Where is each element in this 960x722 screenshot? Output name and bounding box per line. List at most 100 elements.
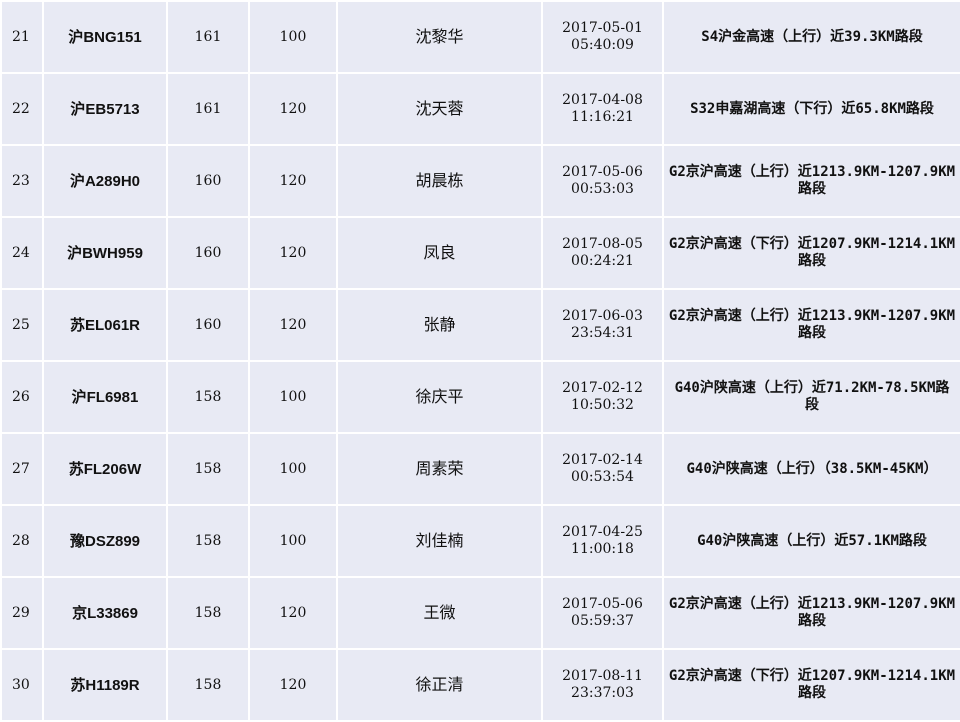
date: 2017-04-08 — [562, 92, 643, 108]
table-row: 24 沪BWH959 160 120 凤良 2017-08-05 00:24:21… — [0, 216, 960, 290]
measured-speed: 158 — [166, 504, 250, 578]
time: 00:24:21 — [571, 253, 634, 269]
plate-number: 苏EL061R — [42, 288, 168, 362]
plate-number: 沪FL6981 — [42, 360, 168, 434]
date: 2017-04-25 — [562, 524, 643, 540]
measured-speed: 161 — [166, 72, 250, 146]
row-number: 28 — [0, 504, 44, 578]
location: G40沪陕高速（上行）近57.1KM路段 — [662, 504, 960, 578]
measured-speed: 158 — [166, 576, 250, 650]
measured-speed: 158 — [166, 648, 250, 722]
driver-name: 沈天蓉 — [336, 72, 543, 146]
time: 05:59:37 — [571, 613, 634, 629]
time: 00:53:54 — [571, 469, 634, 485]
speed-limit: 100 — [248, 0, 338, 74]
date: 2017-05-01 — [562, 20, 643, 36]
location: G2京沪高速（上行）近1213.9KM-1207.9KM路段 — [662, 576, 960, 650]
location: G2京沪高速（上行）近1213.9KM-1207.9KM路段 — [662, 144, 960, 218]
timestamp: 2017-02-14 00:53:54 — [541, 432, 664, 506]
measured-speed: 160 — [166, 216, 250, 290]
location: G2京沪高速（下行）近1207.9KM-1214.1KM路段 — [662, 216, 960, 290]
time: 00:53:03 — [571, 181, 634, 197]
plate-number: 沪A289H0 — [42, 144, 168, 218]
speed-limit: 120 — [248, 216, 338, 290]
row-number: 24 — [0, 216, 44, 290]
location: S4沪金高速（上行）近39.3KM路段 — [662, 0, 960, 74]
speed-limit: 120 — [248, 288, 338, 362]
driver-name: 徐正清 — [336, 648, 543, 722]
plate-number: 沪EB5713 — [42, 72, 168, 146]
measured-speed: 158 — [166, 432, 250, 506]
row-number: 22 — [0, 72, 44, 146]
location: G40沪陕高速（上行）近71.2KM-78.5KM路段 — [662, 360, 960, 434]
date: 2017-08-05 — [562, 236, 643, 252]
location: G2京沪高速（下行）近1207.9KM-1214.1KM路段 — [662, 648, 960, 722]
speed-limit: 120 — [248, 144, 338, 218]
row-number: 21 — [0, 0, 44, 74]
driver-name: 沈黎华 — [336, 0, 543, 74]
table-row: 26 沪FL6981 158 100 徐庆平 2017-02-12 10:50:3… — [0, 360, 960, 434]
row-number: 30 — [0, 648, 44, 722]
driver-name: 徐庆平 — [336, 360, 543, 434]
timestamp: 2017-06-03 23:54:31 — [541, 288, 664, 362]
time: 05:40:09 — [571, 37, 634, 53]
time: 23:54:31 — [571, 325, 634, 341]
table-row: 21 沪BNG151 161 100 沈黎华 2017-05-01 05:40:0… — [0, 0, 960, 74]
time: 10:50:32 — [571, 397, 634, 413]
table-row: 27 苏FL206W 158 100 周素荣 2017-02-14 00:53:5… — [0, 432, 960, 506]
measured-speed: 158 — [166, 360, 250, 434]
driver-name: 王微 — [336, 576, 543, 650]
timestamp: 2017-04-25 11:00:18 — [541, 504, 664, 578]
driver-name: 刘佳楠 — [336, 504, 543, 578]
time: 23:37:03 — [571, 685, 634, 701]
timestamp: 2017-05-01 05:40:09 — [541, 0, 664, 74]
date: 2017-05-06 — [562, 164, 643, 180]
row-number: 25 — [0, 288, 44, 362]
plate-number: 京L33869 — [42, 576, 168, 650]
date: 2017-02-14 — [562, 452, 643, 468]
measured-speed: 161 — [166, 0, 250, 74]
table-row: 25 苏EL061R 160 120 张静 2017-06-03 23:54:31… — [0, 288, 960, 362]
row-number: 26 — [0, 360, 44, 434]
plate-number: 沪BNG151 — [42, 0, 168, 74]
table-row: 30 苏H1189R 158 120 徐正清 2017-08-11 23:37:0… — [0, 648, 960, 722]
plate-number: 豫DSZ899 — [42, 504, 168, 578]
table-row: 23 沪A289H0 160 120 胡晨栋 2017-05-06 00:53:0… — [0, 144, 960, 218]
driver-name: 胡晨栋 — [336, 144, 543, 218]
speed-limit: 100 — [248, 360, 338, 434]
table-row: 28 豫DSZ899 158 100 刘佳楠 2017-04-25 11:00:1… — [0, 504, 960, 578]
date: 2017-05-06 — [562, 596, 643, 612]
timestamp: 2017-04-08 11:16:21 — [541, 72, 664, 146]
speed-limit: 100 — [248, 504, 338, 578]
date: 2017-08-11 — [562, 668, 643, 684]
row-number: 23 — [0, 144, 44, 218]
date: 2017-06-03 — [562, 308, 643, 324]
plate-number: 苏H1189R — [42, 648, 168, 722]
time: 11:00:18 — [571, 541, 634, 557]
row-number: 27 — [0, 432, 44, 506]
driver-name: 周素荣 — [336, 432, 543, 506]
speed-limit: 120 — [248, 648, 338, 722]
location: S32申嘉湖高速（下行）近65.8KM路段 — [662, 72, 960, 146]
table-row: 29 京L33869 158 120 王微 2017-05-06 05:59:37… — [0, 576, 960, 650]
speed-limit: 120 — [248, 576, 338, 650]
timestamp: 2017-02-12 10:50:32 — [541, 360, 664, 434]
timestamp: 2017-08-05 00:24:21 — [541, 216, 664, 290]
plate-number: 沪BWH959 — [42, 216, 168, 290]
timestamp: 2017-08-11 23:37:03 — [541, 648, 664, 722]
row-number: 29 — [0, 576, 44, 650]
location: G2京沪高速（上行）近1213.9KM-1207.9KM路段 — [662, 288, 960, 362]
timestamp: 2017-05-06 00:53:03 — [541, 144, 664, 218]
driver-name: 凤良 — [336, 216, 543, 290]
location: G40沪陕高速（上行）（38.5KM-45KM） — [662, 432, 960, 506]
speed-limit: 100 — [248, 432, 338, 506]
measured-speed: 160 — [166, 288, 250, 362]
time: 11:16:21 — [571, 109, 634, 125]
measured-speed: 160 — [166, 144, 250, 218]
table-row: 22 沪EB5713 161 120 沈天蓉 2017-04-08 11:16:2… — [0, 72, 960, 146]
driver-name: 张静 — [336, 288, 543, 362]
date: 2017-02-12 — [562, 380, 643, 396]
plate-number: 苏FL206W — [42, 432, 168, 506]
speed-limit: 120 — [248, 72, 338, 146]
